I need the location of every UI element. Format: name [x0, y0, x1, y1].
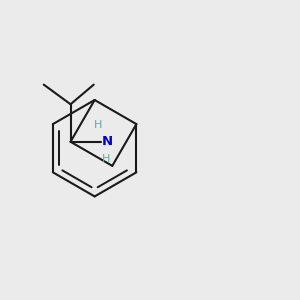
- Text: H: H: [102, 154, 110, 164]
- Text: N: N: [102, 135, 113, 148]
- Text: H: H: [94, 120, 102, 130]
